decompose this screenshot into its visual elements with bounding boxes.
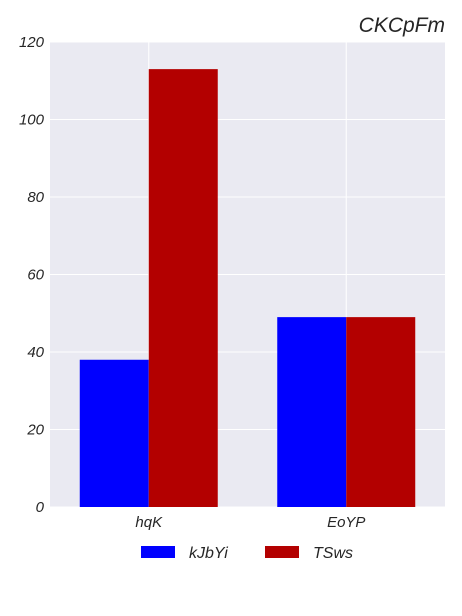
- bar-kJbYi-EoYP: [277, 317, 347, 507]
- y-tick-label: 120: [19, 34, 45, 51]
- y-tick-label: 80: [27, 189, 44, 206]
- bar-kJbYi-hqK: [79, 359, 149, 507]
- legend-swatch-TSws: [265, 546, 299, 558]
- y-tick-label: 40: [27, 344, 44, 361]
- x-tick-label: hqK: [135, 514, 163, 531]
- y-tick-label: 100: [19, 112, 45, 129]
- y-tick-label: 20: [26, 422, 44, 439]
- legend: kJbYi TSws: [141, 545, 353, 562]
- chart-title: CKCpFm: [359, 14, 445, 37]
- y-tick-label: 60: [27, 267, 44, 284]
- bar-TSws-EoYP: [346, 317, 416, 507]
- x-tick-label: EoYP: [327, 514, 365, 531]
- legend-label-kJbYi: kJbYi: [189, 545, 228, 562]
- bars: [79, 69, 416, 507]
- y-tick-label: 0: [36, 499, 45, 516]
- bar-TSws-hqK: [148, 69, 218, 507]
- legend-swatch-kJbYi: [141, 546, 175, 558]
- x-axis-ticks: hqK EoYP: [135, 514, 365, 531]
- y-axis-ticks: 0 20 40 60 80 100 120: [19, 34, 45, 516]
- legend-label-TSws: TSws: [313, 545, 353, 562]
